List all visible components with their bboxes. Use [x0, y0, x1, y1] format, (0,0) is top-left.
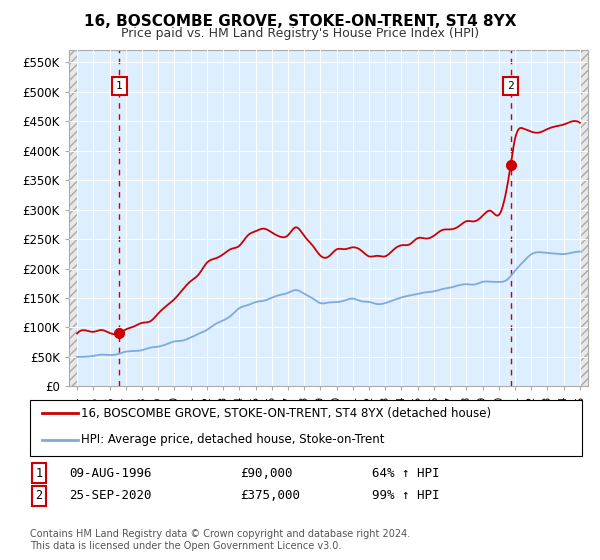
Text: 1: 1 [116, 81, 122, 91]
Text: 2: 2 [507, 81, 514, 91]
Text: 1: 1 [35, 466, 43, 480]
Text: 16, BOSCOMBE GROVE, STOKE-ON-TRENT, ST4 8YX: 16, BOSCOMBE GROVE, STOKE-ON-TRENT, ST4 … [84, 14, 516, 29]
Text: 16, BOSCOMBE GROVE, STOKE-ON-TRENT, ST4 8YX (detached house): 16, BOSCOMBE GROVE, STOKE-ON-TRENT, ST4 … [81, 407, 491, 420]
Text: £375,000: £375,000 [240, 489, 300, 502]
Text: 99% ↑ HPI: 99% ↑ HPI [372, 489, 439, 502]
Text: 64% ↑ HPI: 64% ↑ HPI [372, 466, 439, 480]
Text: Price paid vs. HM Land Registry's House Price Index (HPI): Price paid vs. HM Land Registry's House … [121, 27, 479, 40]
Text: HPI: Average price, detached house, Stoke-on-Trent: HPI: Average price, detached house, Stok… [81, 433, 385, 446]
Text: £90,000: £90,000 [240, 466, 293, 480]
Text: 09-AUG-1996: 09-AUG-1996 [69, 466, 151, 480]
Text: 25-SEP-2020: 25-SEP-2020 [69, 489, 151, 502]
Text: 2: 2 [35, 489, 43, 502]
Text: Contains HM Land Registry data © Crown copyright and database right 2024.
This d: Contains HM Land Registry data © Crown c… [30, 529, 410, 551]
